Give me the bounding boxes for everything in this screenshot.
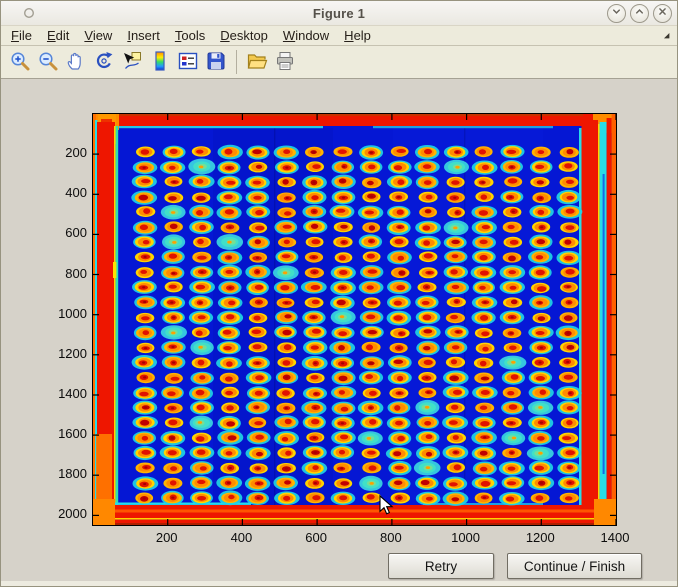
heatmap-image[interactable] bbox=[93, 114, 616, 525]
insert-legend-icon bbox=[177, 50, 199, 75]
figure-canvas: Retry Continue / Finish 200 400 600 800 1000… bbox=[1, 79, 677, 586]
menu-overflow-icon[interactable] bbox=[662, 31, 671, 40]
insert-legend-button[interactable] bbox=[175, 49, 201, 75]
y-tick-label: 400 bbox=[65, 185, 87, 201]
insert-colorbar-button[interactable] bbox=[147, 49, 173, 75]
y-tick-label: 1800 bbox=[58, 466, 87, 482]
menu-item-desktop[interactable]: Desktop bbox=[220, 28, 268, 43]
chevron-down-icon bbox=[610, 5, 623, 21]
window-controls bbox=[607, 3, 672, 23]
menu-item-help[interactable]: Help bbox=[344, 28, 371, 43]
window-icon bbox=[23, 7, 35, 19]
menu-item-file[interactable]: File bbox=[11, 28, 32, 43]
data-cursor-button[interactable] bbox=[119, 49, 145, 75]
title-bar: Figure 1 bbox=[1, 1, 677, 26]
plot-area[interactable] bbox=[92, 113, 617, 526]
roll-up-button[interactable] bbox=[607, 3, 626, 23]
open-file-button[interactable] bbox=[244, 49, 270, 75]
maximize-button[interactable] bbox=[630, 3, 649, 23]
chevron-up-icon bbox=[633, 5, 646, 21]
menu-item-tools[interactable]: Tools bbox=[174, 28, 206, 43]
save-figure-button[interactable] bbox=[203, 49, 229, 75]
x-tick-label: 1200 bbox=[525, 530, 555, 545]
y-tick-label: 1400 bbox=[58, 385, 87, 401]
x-tick-label: 600 bbox=[305, 530, 327, 545]
pan-button[interactable] bbox=[63, 49, 89, 75]
menu-item-insert[interactable]: Insert bbox=[127, 28, 160, 43]
y-tick-label: 1000 bbox=[58, 305, 87, 321]
print-figure-button[interactable] bbox=[272, 49, 298, 75]
save-figure-icon bbox=[205, 50, 227, 75]
toolbar-separator bbox=[236, 50, 237, 74]
menu-item-view[interactable]: View bbox=[84, 28, 113, 43]
y-tick-label: 600 bbox=[65, 225, 87, 241]
x-tick-label: 400 bbox=[230, 530, 253, 545]
rotate-3d-button[interactable] bbox=[91, 49, 117, 75]
y-tick-label: 800 bbox=[65, 265, 87, 281]
data-cursor-icon bbox=[121, 50, 143, 75]
pan-icon bbox=[65, 50, 87, 75]
zoom-out-icon bbox=[37, 50, 59, 75]
figure-toolbar bbox=[1, 46, 677, 79]
zoom-out-button[interactable] bbox=[35, 49, 61, 75]
window-bottom-edge bbox=[1, 581, 677, 586]
x-tick-label: 800 bbox=[379, 530, 402, 545]
x-tick-label: 200 bbox=[155, 530, 178, 545]
y-tick-label: 1600 bbox=[58, 426, 87, 442]
continue-finish-button[interactable]: Continue / Finish bbox=[507, 553, 642, 579]
print-figure-icon bbox=[274, 50, 296, 75]
open-file-icon bbox=[246, 50, 268, 75]
zoom-in-button[interactable] bbox=[7, 49, 33, 75]
zoom-in-icon bbox=[9, 50, 31, 75]
insert-colorbar-icon bbox=[149, 50, 171, 75]
y-tick-label: 1200 bbox=[58, 345, 87, 361]
y-tick-label: 200 bbox=[65, 145, 87, 161]
x-tick-label: 1000 bbox=[451, 530, 481, 545]
menu-item-window[interactable]: Window bbox=[282, 28, 330, 43]
close-icon bbox=[656, 5, 669, 21]
retry-button[interactable]: Retry bbox=[388, 553, 494, 579]
window-title: Figure 1 bbox=[312, 5, 366, 21]
menu-item-edit[interactable]: Edit bbox=[46, 28, 70, 43]
rotate-3d-icon bbox=[93, 50, 115, 75]
menu-bar: File Edit View Insert Tools Desktop Window Help bbox=[1, 26, 677, 46]
x-tick-label: 1400 bbox=[600, 530, 630, 545]
y-tick-label: 2000 bbox=[58, 506, 87, 522]
close-button[interactable] bbox=[653, 3, 672, 23]
